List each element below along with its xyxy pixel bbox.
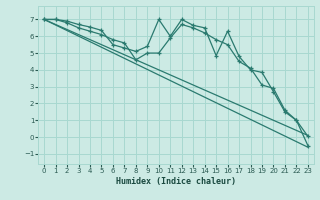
X-axis label: Humidex (Indice chaleur): Humidex (Indice chaleur) [116, 177, 236, 186]
